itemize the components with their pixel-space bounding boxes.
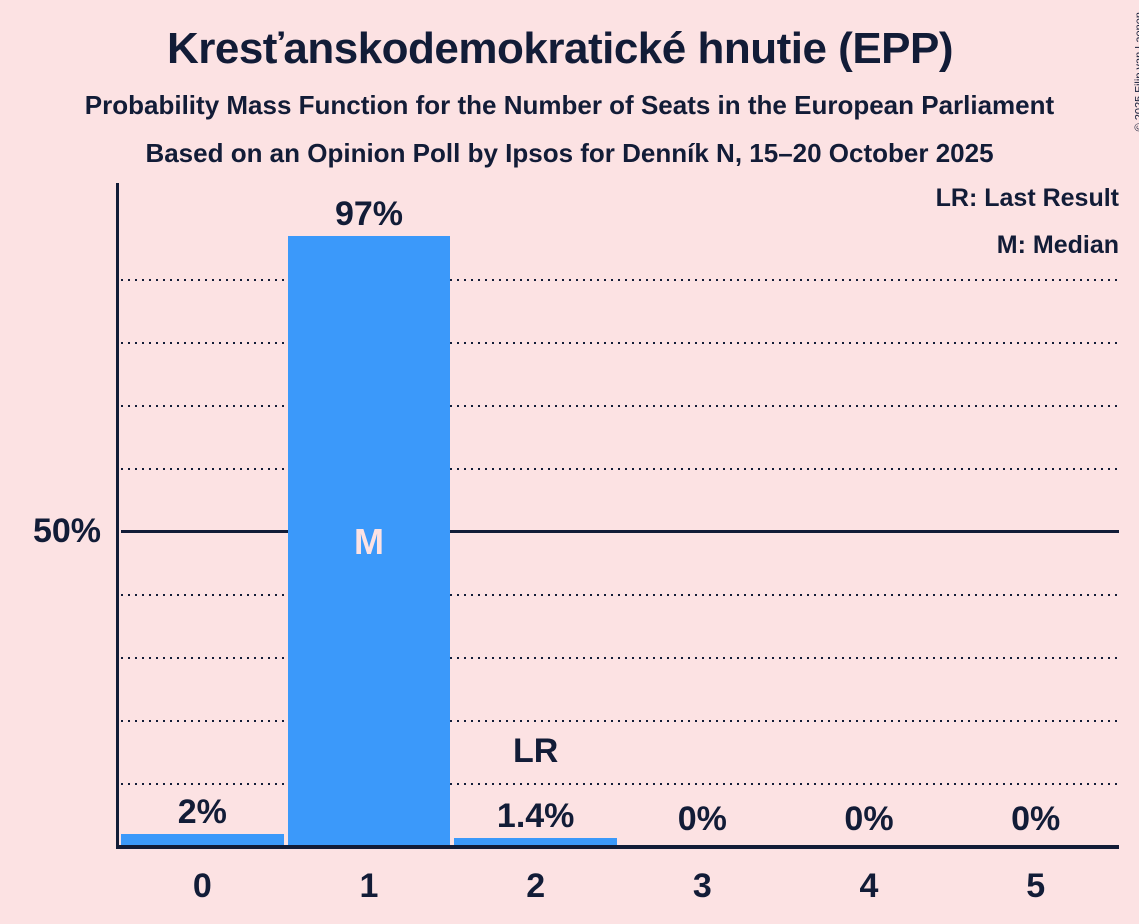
gridline-90-pct [121, 279, 1119, 281]
gridline-10-pct [121, 783, 1119, 785]
legend-median: M: Median [996, 231, 1119, 259]
category-slot-1: 97% M 1 [286, 183, 453, 905]
chart-title: Kresťanskodemokratické hnutie (EPP) [166, 24, 954, 73]
gridline-40-pct [121, 594, 1119, 596]
bar-seats-2 [454, 838, 617, 847]
gridline-50-pct [121, 530, 1119, 533]
legend-last-result: LR: Last Result [935, 184, 1119, 212]
x-tick-label-5: 5 [1026, 867, 1046, 905]
gridline-30-pct [121, 657, 1119, 659]
value-label-3: 0% [677, 799, 727, 838]
y-axis-line [116, 183, 119, 849]
bar-seats-0 [121, 834, 284, 847]
category-slot-0: 2% 0 [119, 183, 286, 905]
plot-area: 2% 0 97% M 1 1.4% LR 2 0% 3 0% 4 0% 5 [116, 183, 1119, 905]
gridline-60-pct [121, 468, 1119, 470]
legend: LR: Last Result M: Median [936, 186, 1119, 258]
x-axis-line [116, 845, 1119, 849]
value-label-1: 97% [334, 194, 404, 233]
category-slot-3: 0% 3 [619, 183, 786, 905]
value-label-2: 1.4% [496, 797, 575, 836]
gridline-80-pct [121, 342, 1119, 344]
gridline-70-pct [121, 405, 1119, 407]
median-marker: M [353, 520, 384, 562]
category-slot-4: 0% 4 [786, 183, 953, 905]
last-result-marker: LR [512, 731, 559, 770]
y-axis-label-50: 50% [32, 512, 101, 550]
chart-subtitle-line2: Based on an Opinion Poll by Ipsos for De… [145, 138, 994, 168]
x-tick-label-4: 4 [859, 867, 879, 905]
category-slot-2: 1.4% LR 2 [452, 183, 619, 905]
bar-seats-1 [287, 235, 451, 847]
chart-subtitle-line1: Probability Mass Function for the Number… [84, 90, 1055, 120]
value-label-0: 2% [177, 793, 227, 832]
value-label-5: 0% [1011, 799, 1061, 838]
gridline-20-pct [121, 720, 1119, 722]
value-label-4: 0% [844, 799, 894, 838]
category-slot-5: 0% 5 [952, 183, 1119, 905]
x-tick-label-3: 3 [692, 867, 712, 905]
x-tick-label-2: 2 [526, 867, 546, 905]
x-tick-label-1: 1 [359, 867, 379, 905]
x-tick-label-0: 0 [192, 867, 212, 905]
